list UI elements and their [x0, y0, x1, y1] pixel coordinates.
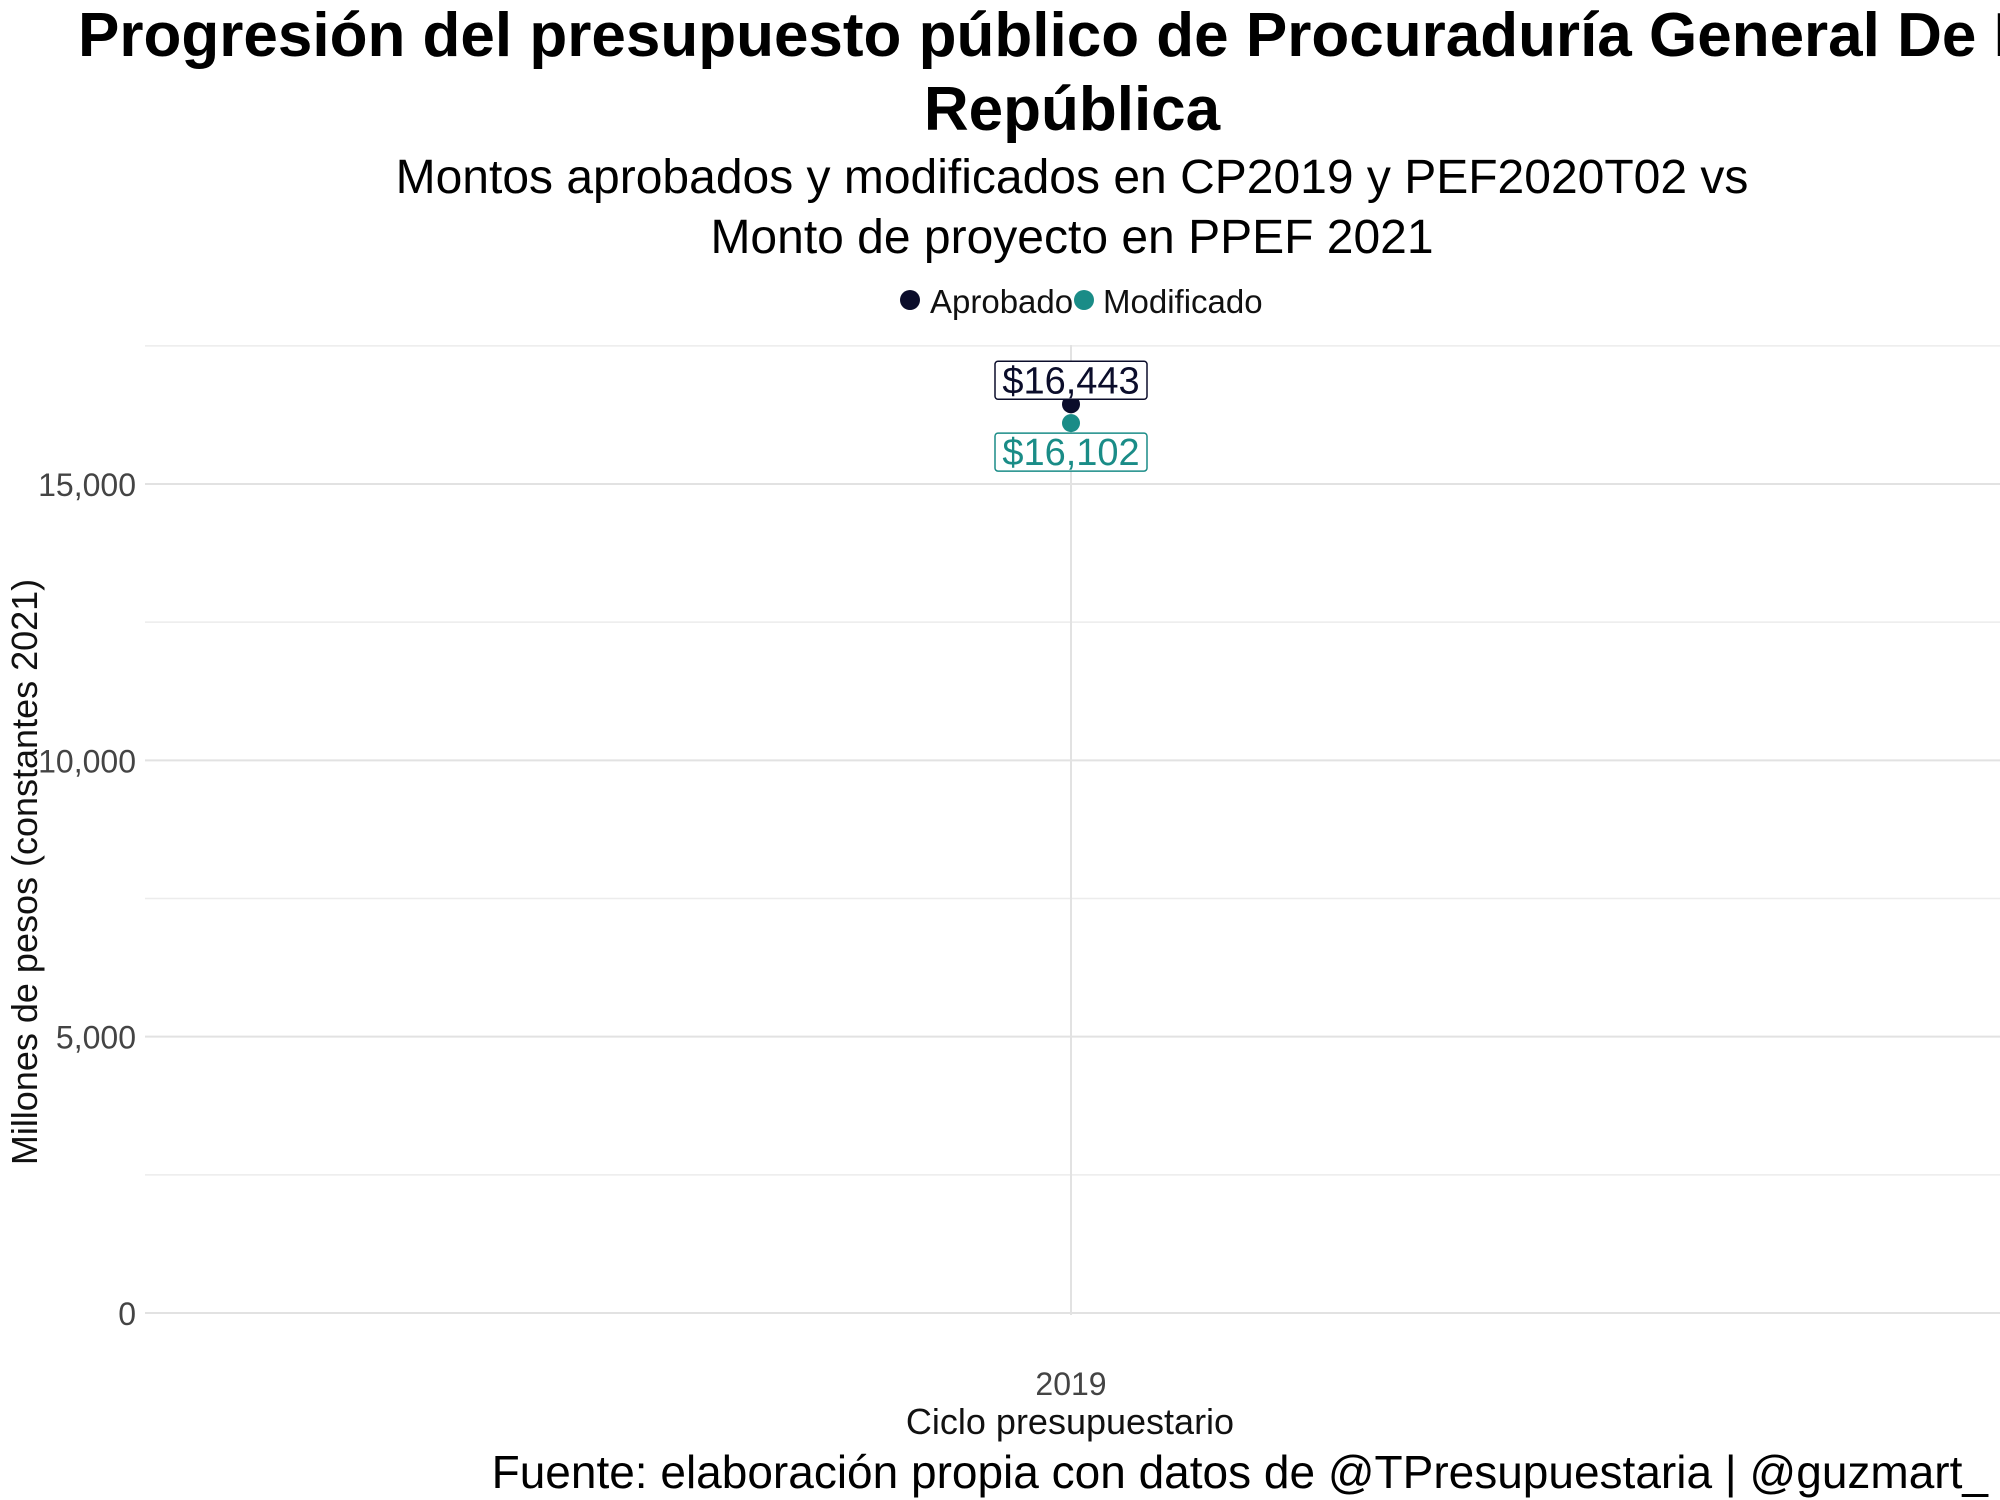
data-label-aprobado: $16,443 [1002, 360, 1139, 402]
y-axis-ticks: 0 5,000 10,000 15,000 [38, 467, 136, 1332]
legend-label-modificado: Modificado [1103, 283, 1263, 320]
legend-key-aprobado [900, 290, 920, 310]
chart-subtitle-line-2: Monto de proyecto en PPEF 2021 [710, 211, 1433, 264]
chart-subtitle-line-1: Montos aprobados y modificados en CP2019… [396, 151, 1749, 204]
x-tick-label: 2019 [1035, 1366, 1106, 1402]
data-points: $16,443 $16,102 [994, 360, 1148, 474]
chart-title-line-2: República [924, 75, 1221, 144]
x-axis-title: Ciclo presupuestario [906, 1401, 1234, 1442]
legend-label-aprobado: Aprobado [930, 283, 1073, 320]
x-axis-ticks: 2019 [1035, 1366, 1106, 1402]
legend-key-modificado [1074, 290, 1094, 310]
data-point-modificado [1062, 414, 1080, 433]
data-label-box-modificado [994, 432, 1148, 472]
grid-lines [145, 345, 2000, 1315]
chart-title-line-1: Progresión del presupuesto público de Pr… [78, 1, 2000, 70]
data-label-box-aprobado [994, 360, 1148, 401]
y-axis-title: Millones de pesos (constantes 2021) [4, 579, 45, 1165]
y-tick-label: 10,000 [38, 743, 136, 779]
data-label-modificado: $16,102 [1002, 432, 1139, 474]
y-tick-label: 0 [118, 1296, 136, 1332]
y-tick-label: 15,000 [38, 467, 136, 503]
caption: Fuente: elaboración propia con datos de … [492, 1446, 1990, 1498]
y-tick-label: 5,000 [56, 1020, 136, 1056]
legend: Aprobado Modificado [900, 283, 1263, 320]
